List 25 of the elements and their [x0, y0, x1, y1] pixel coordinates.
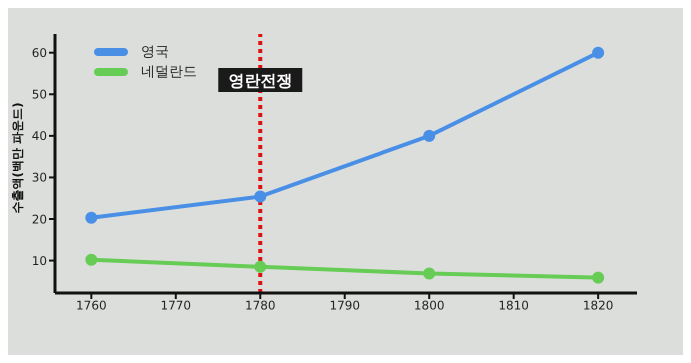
y-tick-label: 20 — [32, 212, 47, 226]
y-tick-label: 50 — [32, 88, 47, 102]
x-tick-label: 1780 — [244, 298, 276, 313]
point — [254, 190, 266, 203]
point — [85, 212, 98, 224]
x-tick-label: 1820 — [582, 298, 614, 313]
y-tick-label: 40 — [32, 129, 47, 144]
x-tick-label: 1800 — [414, 298, 444, 313]
point — [592, 272, 604, 284]
x-tick-label: 1770 — [160, 298, 192, 313]
y-tick-label: 60 — [32, 46, 47, 60]
point — [423, 267, 436, 280]
point — [423, 130, 436, 142]
ref-line-label: 영란전쟁 — [228, 71, 292, 90]
x-tick-label: 1810 — [498, 298, 529, 313]
y-tick-label: 30 — [32, 170, 47, 185]
y-tick-label: 10 — [32, 254, 47, 268]
point — [592, 46, 604, 59]
legend-label: 네덜란드 — [141, 63, 197, 81]
x-tick-label: 1790 — [329, 298, 360, 313]
point — [254, 260, 266, 273]
point — [85, 254, 98, 266]
y-axis-title: 수출액(백만 파운드) — [10, 102, 24, 214]
legend-label: 영국 — [141, 43, 169, 61]
x-tick-label: 1760 — [76, 298, 107, 313]
